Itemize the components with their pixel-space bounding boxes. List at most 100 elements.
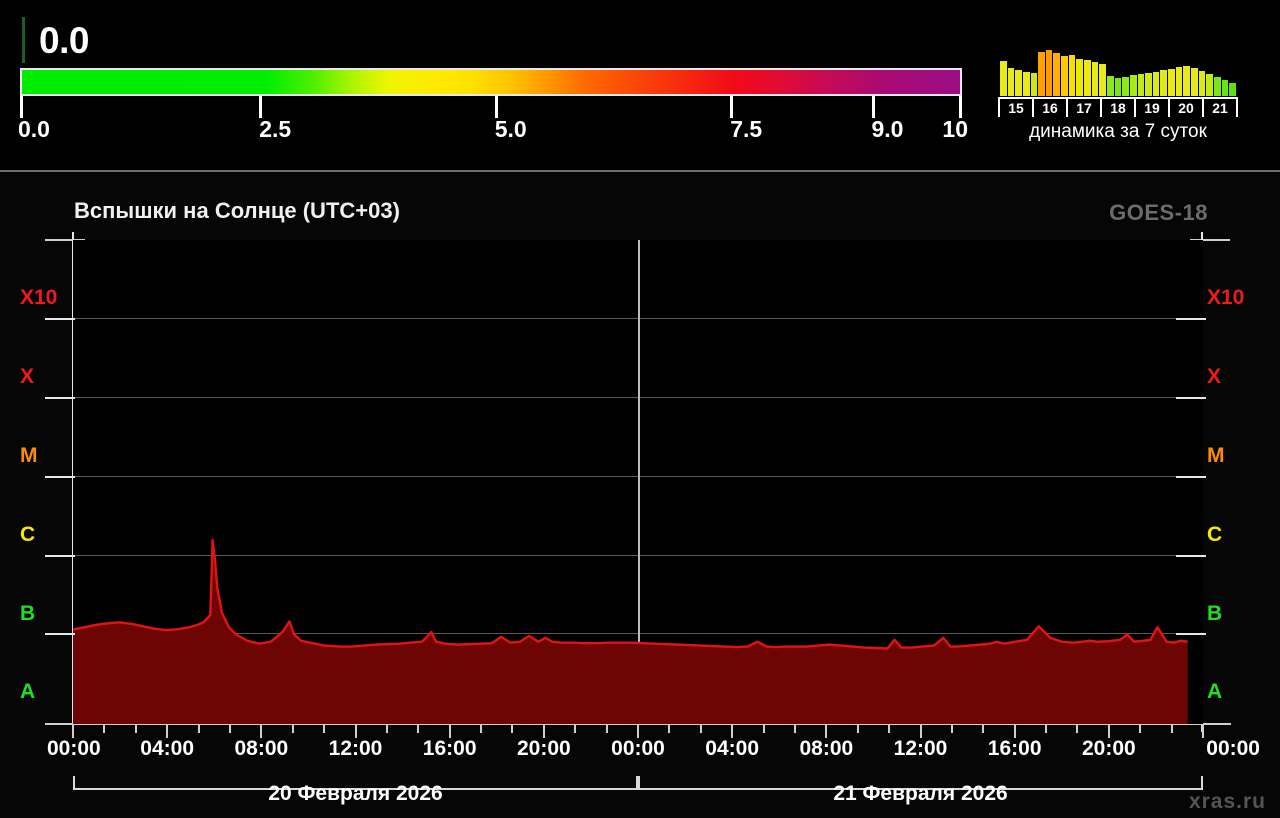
colorbar-tick-label: 5.0 (494, 116, 527, 142)
x-axis-label: 08:00 (234, 737, 289, 760)
x-axis-minor-tick (762, 725, 765, 733)
dynamics-bar (1053, 52, 1061, 96)
dynamics-bar (1152, 72, 1160, 96)
dynamics-bar (1091, 62, 1099, 96)
date-label: 20 Февраля 2026 (268, 782, 443, 805)
header-divider (0, 170, 1280, 172)
dynamics-bar (1099, 64, 1106, 96)
index-readout: 0.0 (22, 16, 89, 64)
x-axis-tick (448, 725, 451, 738)
x-axis-tick (1107, 725, 1110, 738)
x-axis-tick (354, 725, 357, 738)
dynamics-bar (1068, 54, 1076, 96)
colorbar-tick (959, 96, 962, 118)
x-axis-label: 00:00 (611, 737, 665, 760)
dynamics-day-label: 18 (1102, 99, 1136, 117)
y-axis-tick (45, 554, 75, 557)
x-axis-label: 00:00 (1206, 737, 1260, 760)
satellite-label: GOES-18 (1109, 200, 1208, 225)
axis-top-right-cap (1190, 239, 1230, 241)
x-axis-minor-tick (888, 725, 891, 733)
y-axis-tick (1176, 475, 1206, 478)
date-bracket (73, 776, 638, 790)
x-axis-tick (166, 725, 169, 738)
y-axis-label-m: M (20, 443, 38, 467)
dynamics-bar (1084, 60, 1091, 96)
x-axis-tick (72, 725, 74, 738)
x-axis-label: 20:00 (1081, 737, 1136, 760)
y-axis-tick (45, 633, 75, 636)
x-axis-tick (731, 725, 734, 738)
dynamics-bar (1160, 70, 1168, 96)
x-axis-minor-tick (480, 725, 483, 733)
color-gradient-bar (20, 68, 962, 96)
dynamics-bar (1206, 73, 1213, 96)
dynamics-day-axis: 15 16 17 18 19 20 21 (998, 97, 1238, 117)
x-axis-label: 00:00 (47, 737, 101, 760)
colorbar-tick (730, 96, 734, 118)
dynamics-bar (1122, 76, 1129, 96)
x-axis-minor-tick (323, 725, 326, 733)
dynamics-bar (1175, 67, 1183, 96)
dynamics-day-label: 21 (1212, 100, 1228, 116)
x-axis-tick (542, 725, 545, 738)
y-axis-tick (1176, 396, 1206, 399)
dynamics-caption: динамика за 7 суток (1029, 121, 1207, 142)
dynamics-bar (1229, 82, 1236, 96)
day-divider-line (638, 240, 640, 724)
dynamics-bar (1030, 72, 1038, 96)
watermark: xras.ru (1188, 790, 1266, 813)
x-axis-minor-tick (385, 725, 388, 733)
color-scale: 0.0 2.5 5.0 7.5 9.0 10 (18, 68, 968, 141)
colorbar-tick (871, 96, 875, 118)
flux-series (73, 538, 1188, 724)
y-axis-tick (1176, 554, 1206, 557)
x-axis-tick (1202, 725, 1204, 738)
colorbar-tick (494, 96, 498, 118)
flux-area-fill (73, 540, 1188, 724)
x-axis-minor-tick (1045, 725, 1048, 733)
dynamics-bar (1000, 61, 1007, 96)
y-axis-label-m: M (1207, 443, 1225, 467)
dynamics-day-label: 17 (1068, 99, 1102, 117)
x-axis-minor-tick (668, 725, 671, 733)
dynamics-bar (1198, 71, 1206, 96)
x-axis-minor-tick (1076, 725, 1079, 733)
dynamics-minichart: 15 16 17 18 19 20 21 динамика за 7 суток (998, 48, 1238, 143)
axis-top-left-cap (45, 239, 85, 241)
dynamics-bar (1015, 70, 1022, 96)
dynamics-bar (1183, 66, 1191, 96)
x-axis-label: 16:00 (422, 737, 477, 760)
dynamics-bar (1038, 51, 1045, 96)
colorbar-tick-label: 7.5 (730, 116, 763, 142)
x-axis-minor-tick (1170, 725, 1173, 733)
x-axis-minor-tick (1139, 725, 1142, 733)
flux-line (73, 538, 1188, 650)
dynamics-bar (1061, 55, 1068, 96)
dynamics-bars (998, 48, 1238, 96)
dynamics-bar (1191, 68, 1198, 96)
dynamics-day-label: 20 (1170, 99, 1204, 117)
page-title: Вспышки на Солнце (UTC+03) (74, 198, 400, 223)
x-axis-minor-tick (511, 725, 514, 733)
x-axis-minor-tick (417, 725, 420, 733)
dynamics-day-label: 19 (1136, 99, 1170, 117)
x-axis-tick (637, 725, 639, 738)
x-axis-minor-tick (950, 725, 953, 733)
y-axis-label-b: B (1207, 601, 1223, 625)
dynamics-bar (1168, 69, 1175, 96)
x-axis-label: 12:00 (328, 737, 383, 760)
colorbar-tick-label: 10 (942, 116, 968, 142)
y-axis-tick (45, 396, 75, 399)
x-axis-minor-tick (605, 725, 608, 733)
x-axis-tick (1013, 725, 1016, 738)
y-axis-label-b: B (20, 601, 36, 625)
y-axis-label-c: C (1207, 522, 1223, 546)
colorbar-tick (20, 96, 23, 118)
x-axis-minor-tick (574, 725, 577, 733)
x-axis-minor-tick (228, 725, 231, 733)
x-axis-tick (919, 725, 922, 738)
colorbar-tick-label: 2.5 (259, 116, 292, 142)
index-value: 0.0 (39, 19, 89, 61)
dynamics-day-label: 15 (1000, 99, 1034, 117)
